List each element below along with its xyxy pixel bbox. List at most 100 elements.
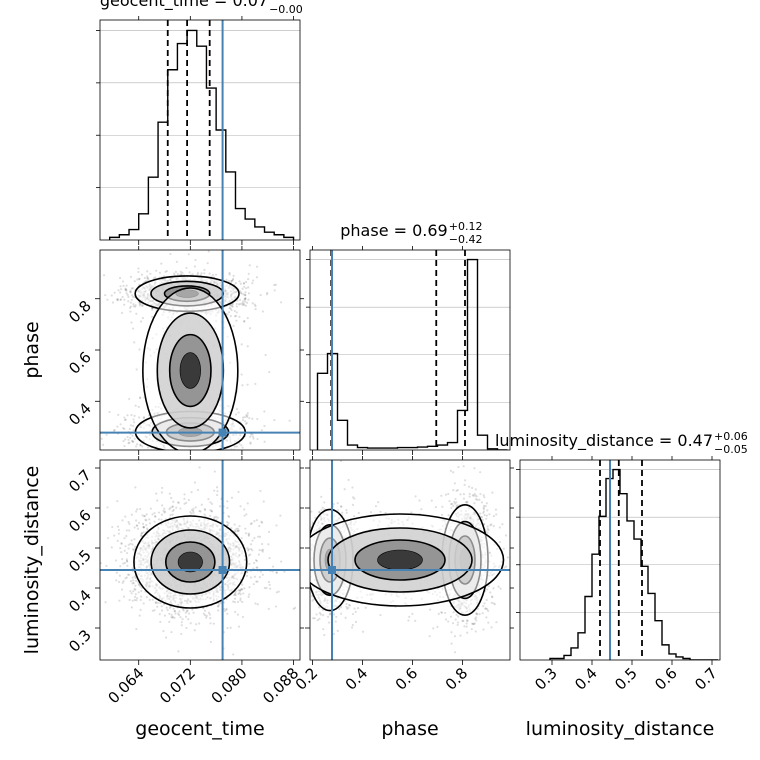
sample-point <box>258 525 261 528</box>
sample-point <box>209 622 212 625</box>
sample-point <box>243 508 246 511</box>
sample-point <box>245 421 248 425</box>
sample-point <box>193 265 197 268</box>
sample-point <box>170 496 173 500</box>
sample-point <box>178 476 180 478</box>
sample-point <box>254 602 257 605</box>
sample-point <box>177 612 180 615</box>
sample-point <box>171 505 174 509</box>
sample-point <box>196 271 200 274</box>
sample-point <box>237 303 241 306</box>
sample-point <box>241 583 244 586</box>
sample-point <box>260 520 263 523</box>
sample-point <box>229 314 232 318</box>
sample-point <box>135 579 138 582</box>
sample-point <box>244 291 247 294</box>
sample-point <box>207 611 211 614</box>
sample-point <box>240 537 243 540</box>
sample-point <box>242 282 245 285</box>
sample-point <box>131 543 134 546</box>
sample-point <box>117 528 121 532</box>
sample-point <box>135 510 138 513</box>
sample-point <box>130 539 133 542</box>
sample-point <box>243 285 246 288</box>
sample-point <box>134 519 138 522</box>
sample-point <box>121 557 124 561</box>
sample-point <box>165 606 168 609</box>
sample-point <box>115 571 118 574</box>
sample-point <box>129 580 133 583</box>
sample-point <box>207 242 209 244</box>
sample-point <box>247 532 251 535</box>
sample-point <box>261 573 264 576</box>
sample-point <box>192 611 195 614</box>
sample-point <box>234 281 237 285</box>
title-superscript: +0.00 <box>269 0 303 3</box>
sample-point <box>171 509 174 513</box>
sample-point <box>209 501 212 504</box>
sample-point <box>138 304 142 307</box>
sample-point <box>184 451 186 453</box>
sample-point <box>158 613 161 616</box>
sample-point <box>134 588 137 591</box>
sample-point <box>127 520 130 524</box>
sample-point <box>233 610 237 614</box>
sample-point <box>165 636 168 639</box>
hist-luminosity-distance <box>520 460 720 660</box>
sample-point <box>140 589 143 593</box>
sample-point <box>244 280 248 284</box>
title-superscript: +0.12 <box>449 220 483 233</box>
sample-point <box>128 522 131 526</box>
panel-frame <box>99 19 301 241</box>
sample-point <box>122 595 126 598</box>
sample-point <box>234 591 237 594</box>
sample-point <box>240 373 243 376</box>
sample-point <box>236 600 240 604</box>
sample-point <box>134 577 137 580</box>
sample-point <box>273 283 276 287</box>
sample-point <box>194 451 196 453</box>
sample-point <box>146 277 149 280</box>
sample-point <box>145 454 147 456</box>
sample-point <box>123 549 126 552</box>
sample-point <box>154 601 157 604</box>
sample-point <box>185 266 188 270</box>
sample-point <box>239 298 242 301</box>
sample-point <box>260 429 263 432</box>
sample-point <box>141 304 144 308</box>
sample-point <box>136 443 139 446</box>
sample-point <box>228 456 230 458</box>
sample-point <box>262 500 265 503</box>
sample-point <box>131 287 135 290</box>
sample-point <box>247 533 250 536</box>
sample-point <box>231 278 235 282</box>
sample-point <box>256 417 259 421</box>
sample-point <box>181 477 183 479</box>
sample-point <box>106 536 110 540</box>
sample-point <box>133 437 136 440</box>
sample-point <box>93 570 95 572</box>
sample-point <box>253 536 256 540</box>
sample-point <box>224 453 226 455</box>
sample-point <box>119 298 123 301</box>
sample-point <box>140 273 144 276</box>
sample-point <box>150 315 154 318</box>
sample-point <box>135 599 138 602</box>
sample-point <box>261 542 264 546</box>
sample-point <box>207 498 210 501</box>
sample-point <box>254 559 258 562</box>
sample-point <box>251 549 254 552</box>
sample-point <box>229 626 232 629</box>
sample-point <box>96 281 98 283</box>
sample-point <box>122 440 125 443</box>
sample-point <box>238 280 241 283</box>
title-subscript: −0.00 <box>269 3 303 16</box>
sample-point <box>247 298 250 301</box>
sample-point <box>241 419 245 422</box>
sample-point <box>129 310 132 313</box>
sample-point <box>140 532 143 535</box>
sample-point <box>242 592 245 595</box>
sample-point <box>98 577 100 579</box>
sample-point <box>237 490 240 494</box>
